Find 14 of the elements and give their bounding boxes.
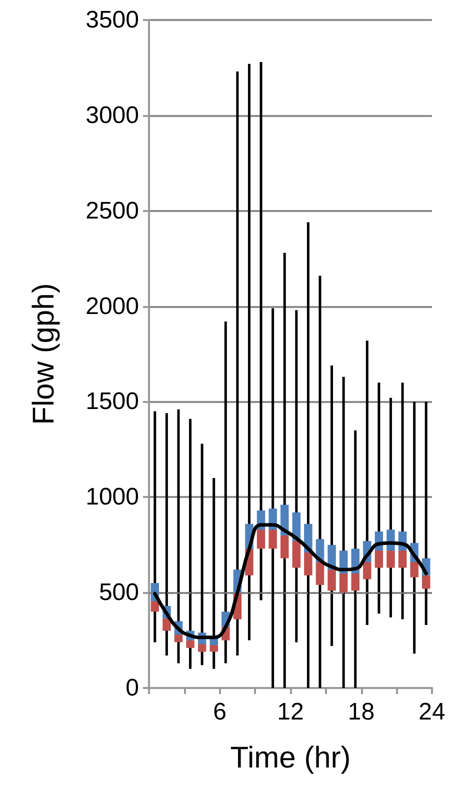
y-tick-label: 2000: [86, 292, 139, 320]
x-axis-title: Time (hr): [230, 742, 351, 774]
y-tick-label: 500: [98, 579, 139, 606]
y-tick-label: 1000: [86, 484, 139, 511]
x-tick-label: 12: [277, 698, 304, 726]
x-tick-label: 18: [348, 698, 375, 726]
y-tick-label: 3000: [86, 102, 139, 129]
y-tick-label: 0: [126, 674, 139, 702]
y-tick-label: 3500: [86, 6, 139, 34]
x-tick-label: 6: [213, 698, 226, 726]
y-tick-label: 2500: [86, 197, 139, 224]
y-tick-label: 1500: [86, 388, 139, 416]
x-tick-label: 24: [418, 698, 446, 726]
y-axis-title: Flow (gph): [28, 283, 60, 425]
